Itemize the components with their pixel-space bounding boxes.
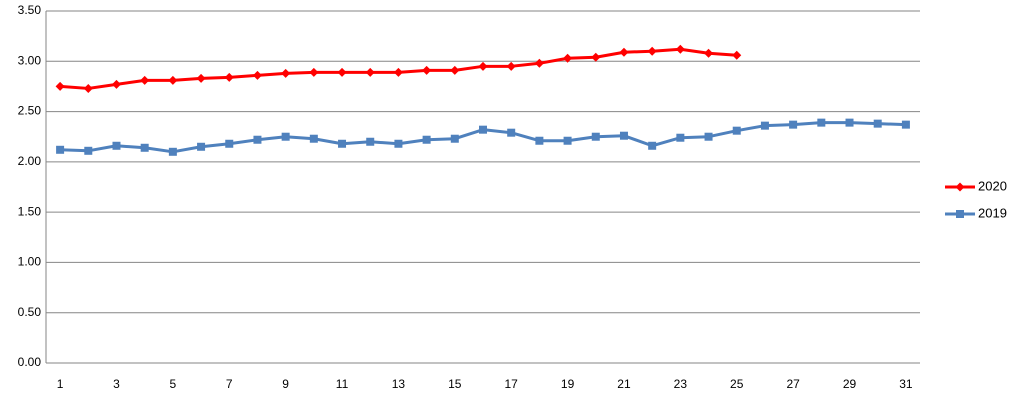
marker [817, 118, 826, 127]
marker [647, 46, 657, 56]
y-tick-label: 0.00 [18, 355, 42, 369]
x-tick-label: 9 [282, 377, 289, 391]
y-tick-label: 2.00 [18, 154, 42, 168]
marker [168, 147, 177, 156]
marker [309, 67, 319, 77]
marker [394, 139, 403, 148]
y-tick-label: 0.50 [18, 305, 42, 319]
x-tick-label: 23 [674, 377, 688, 391]
x-tick-label: 29 [843, 377, 857, 391]
x-tick-label: 7 [226, 377, 233, 391]
x-tick-label: 3 [113, 377, 120, 391]
legend: 2020 2019 [945, 178, 1007, 220]
legend-label: 2020 [978, 178, 1007, 193]
marker [479, 125, 487, 134]
marker [393, 67, 403, 77]
marker [873, 119, 882, 128]
marker [196, 73, 206, 83]
marker [224, 72, 234, 82]
marker [563, 53, 573, 63]
marker [422, 65, 432, 75]
marker [309, 134, 318, 143]
marker [83, 83, 93, 93]
x-tick-label: 25 [730, 377, 744, 391]
marker [140, 143, 149, 152]
x-tick-label: 27 [786, 377, 800, 391]
marker [956, 210, 964, 218]
marker [366, 137, 375, 146]
marker [648, 141, 657, 150]
x-tick-label: 13 [392, 377, 406, 391]
x-tick-label: 31 [899, 377, 913, 391]
marker [591, 132, 600, 141]
marker [225, 139, 234, 148]
y-tick-label: 3.00 [18, 53, 42, 67]
marker [253, 135, 262, 144]
marker [732, 50, 742, 60]
marker [789, 120, 798, 129]
marker [281, 68, 291, 78]
y-tick-label: 3.50 [18, 3, 42, 17]
marker [619, 47, 629, 57]
marker [534, 58, 544, 68]
marker [365, 67, 375, 77]
marker [111, 79, 121, 89]
marker [676, 133, 685, 142]
x-tick-label: 5 [170, 377, 177, 391]
y-tick-label: 1.00 [18, 255, 42, 269]
marker [591, 52, 601, 62]
marker [563, 136, 572, 145]
marker [112, 141, 121, 150]
x-tick-label: 21 [617, 377, 631, 391]
marker [675, 44, 685, 54]
marker [450, 65, 460, 75]
marker [168, 75, 178, 85]
x-tick-label: 11 [336, 377, 349, 391]
x-tick-label: 19 [561, 377, 575, 391]
marker [281, 132, 290, 141]
marker [760, 121, 769, 130]
marker [506, 61, 516, 71]
marker [197, 142, 206, 151]
marker [140, 75, 150, 85]
marker [252, 70, 262, 80]
marker [422, 135, 431, 144]
marker [732, 126, 741, 135]
marker [55, 81, 65, 91]
y-tick-label: 2.50 [18, 104, 42, 118]
x-tick-label: 1 [57, 377, 64, 391]
marker [450, 134, 459, 143]
marker [845, 118, 854, 127]
marker [507, 128, 516, 137]
marker [901, 120, 910, 129]
marker [56, 145, 65, 154]
marker [619, 131, 628, 140]
marker [955, 182, 965, 192]
x-tick-label: 15 [448, 377, 462, 391]
marker [337, 67, 347, 77]
marker [535, 136, 544, 145]
x-tick-label: 17 [505, 377, 519, 391]
y-tick-label: 1.50 [18, 204, 42, 218]
marker [338, 139, 347, 148]
marker [704, 132, 713, 141]
marker [478, 61, 488, 71]
marker [704, 48, 714, 58]
marker [84, 146, 93, 155]
legend-label: 2019 [978, 205, 1007, 220]
